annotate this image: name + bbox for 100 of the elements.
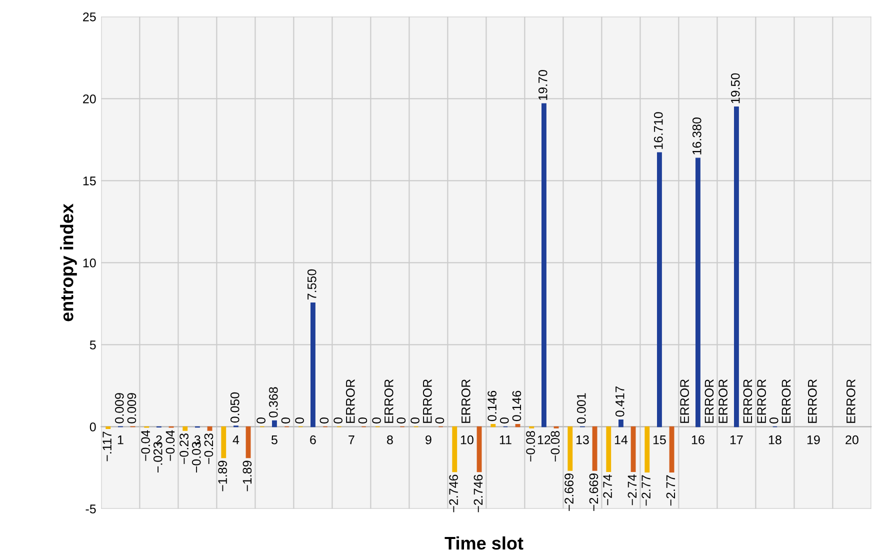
data-label: 0.146 bbox=[512, 390, 522, 422]
y-axis-title: entropy index bbox=[60, 204, 77, 322]
data-label: 0.368 bbox=[268, 387, 278, 418]
data-label: −2.77 bbox=[666, 475, 675, 506]
bar bbox=[630, 426, 636, 472]
text: ERROR bbox=[808, 379, 817, 423]
data-label: 0 bbox=[320, 417, 329, 424]
data-label: 0 bbox=[358, 417, 368, 424]
bar bbox=[695, 158, 700, 428]
y-tick-label: -5 bbox=[86, 504, 96, 514]
x-tick-label: 13 bbox=[576, 435, 589, 444]
x-tick-label: 5 bbox=[271, 436, 278, 444]
data-label: 0 bbox=[256, 417, 266, 424]
x-tick-label: 8 bbox=[387, 435, 393, 444]
data-label: −0.23 bbox=[204, 434, 214, 464]
data-label: −2.669 bbox=[564, 474, 574, 511]
data-label: 0.050 bbox=[230, 392, 240, 423]
text: ERROR bbox=[422, 379, 432, 423]
data-label: −2.746 bbox=[474, 474, 483, 512]
data-label: 0 bbox=[500, 417, 509, 424]
data-label: 0.009 bbox=[114, 393, 124, 424]
y-tick-label: 5 bbox=[90, 340, 96, 350]
bar bbox=[515, 424, 520, 428]
bar bbox=[452, 426, 458, 472]
y-tick-label: 25 bbox=[83, 12, 96, 22]
x-tick-label: 15 bbox=[653, 436, 666, 444]
text: ERROR bbox=[846, 379, 856, 423]
text: ERROR bbox=[680, 379, 689, 423]
text: ERROR bbox=[743, 379, 752, 423]
bar bbox=[490, 424, 496, 428]
text: ERROR bbox=[346, 379, 355, 423]
data-label: 19.70 bbox=[538, 70, 548, 100]
data-label: −0.08 bbox=[550, 431, 560, 462]
data-label: 0 bbox=[435, 417, 444, 424]
text: ERROR bbox=[384, 379, 394, 423]
x-tick-label: 16 bbox=[692, 435, 704, 444]
data-label: −2.74 bbox=[603, 474, 612, 506]
text: ERROR bbox=[718, 379, 728, 423]
x-tick-label: 11 bbox=[500, 436, 512, 444]
data-label: 0 bbox=[372, 417, 381, 424]
x-tick-label: 6 bbox=[310, 435, 316, 444]
data-label: 0 bbox=[295, 417, 304, 424]
data-label: −1.89 bbox=[242, 460, 252, 492]
x-tick-label: 7 bbox=[348, 436, 354, 444]
data-label: 0 bbox=[281, 417, 290, 424]
x-axis-title: Time slot bbox=[444, 536, 524, 550]
data-label: 0 bbox=[769, 417, 778, 424]
data-label: 0.001 bbox=[576, 393, 586, 424]
data-label: 0.417 bbox=[615, 386, 624, 417]
text: ERROR bbox=[757, 379, 766, 423]
data-label: −0.23 bbox=[180, 434, 188, 464]
x-tick-label: 1 bbox=[118, 436, 124, 444]
data-label: −0.03 bbox=[192, 442, 201, 472]
x-tick-label: 9 bbox=[426, 435, 432, 444]
data-label: −2.74 bbox=[628, 474, 636, 506]
data-label: −.023 bbox=[153, 442, 162, 472]
bar bbox=[618, 420, 624, 428]
data-label: 0 bbox=[334, 417, 342, 424]
x-tick-label: 20 bbox=[846, 435, 858, 444]
text: ERROR bbox=[782, 379, 791, 423]
data-label: −1.89 bbox=[218, 460, 227, 492]
data-label: −2.746 bbox=[449, 474, 458, 512]
data-label: 0 bbox=[410, 417, 420, 424]
data-label: 16.710 bbox=[654, 112, 663, 149]
data-label: 7.550 bbox=[307, 269, 316, 300]
y-tick-label: 10 bbox=[83, 258, 96, 268]
bar bbox=[656, 152, 662, 428]
x-tick-label: 19 bbox=[807, 435, 820, 444]
data-label: 0.146 bbox=[488, 390, 496, 422]
data-label: −0.04 bbox=[141, 430, 150, 461]
bar bbox=[669, 426, 674, 473]
data-label: −.117 bbox=[102, 432, 112, 462]
data-label: −0.08 bbox=[526, 431, 535, 462]
x-tick-label: 4 bbox=[232, 436, 240, 444]
bar bbox=[310, 302, 316, 428]
x-tick-label: 17 bbox=[730, 436, 743, 444]
x-tick-label: 14 bbox=[614, 436, 628, 444]
text: ERROR bbox=[461, 379, 470, 423]
bar bbox=[476, 426, 482, 472]
bar bbox=[644, 426, 650, 473]
x-tick-label: 18 bbox=[768, 435, 782, 444]
bar bbox=[568, 426, 573, 471]
bar bbox=[606, 426, 612, 472]
bar bbox=[246, 426, 251, 458]
bar bbox=[221, 426, 226, 458]
y-tick-label: 0 bbox=[90, 422, 96, 432]
data-label: 0 bbox=[396, 417, 406, 424]
bar bbox=[592, 426, 598, 471]
data-label: −2.669 bbox=[589, 474, 598, 511]
bar bbox=[734, 106, 739, 428]
data-label: 19.50 bbox=[730, 73, 740, 104]
x-tick-label: 12 bbox=[538, 435, 550, 444]
bar bbox=[272, 420, 277, 428]
data-label: 0.009 bbox=[127, 393, 136, 424]
data-label: −0.04 bbox=[166, 430, 175, 461]
y-tick-label: 20 bbox=[83, 94, 96, 104]
data-label: 16.380 bbox=[692, 118, 702, 154]
data-label: −2.77 bbox=[642, 475, 650, 506]
text: ERROR bbox=[704, 379, 714, 423]
x-tick-label: 10 bbox=[460, 435, 474, 444]
